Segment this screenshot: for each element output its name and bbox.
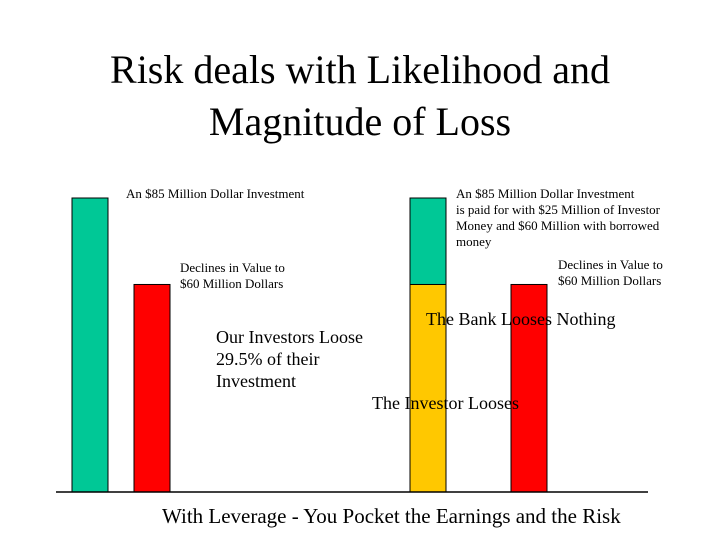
bar-1-segment-1 <box>71 197 109 493</box>
right-investment-line-1: An $85 Million Dollar Investment <box>456 186 635 201</box>
right-investment-line-3: Money and $60 Million with borrowed <box>456 218 660 233</box>
left-investment-label: An $85 Million Dollar Investment <box>126 186 305 201</box>
investor-loss-line-3: Investment <box>216 371 296 391</box>
title-line-2: Magnitude of Loss <box>208 99 512 144</box>
investor-loss-line-1: Our Investors Loose <box>216 327 363 347</box>
right-decline-label: Declines in Value to $60 Million Dollars <box>558 257 663 289</box>
right-decline-line-2: $60 Million Dollars <box>558 273 662 288</box>
title-line-1: Risk deals with Likelihood and <box>110 47 610 92</box>
right-decline-line-1: Declines in Value to <box>558 257 663 272</box>
slide-footer: With Leverage - You Pocket the Earnings … <box>162 504 621 528</box>
right-investment-line-4: money <box>456 234 492 249</box>
bar-3-segment-2 <box>409 197 447 285</box>
bar-2-segment-1 <box>133 283 171 493</box>
left-decline-line-2: $60 Million Dollars <box>180 276 284 291</box>
bar-4-segment-1 <box>510 283 548 493</box>
left-decline-line-1: Declines in Value to <box>180 260 285 275</box>
slide-title: Risk deals with Likelihood and Magnitude… <box>0 44 720 148</box>
right-investment-label: An $85 Million Dollar Investment is paid… <box>456 186 660 250</box>
investor-loss-label: Our Investors Loose 29.5% of their Inves… <box>216 326 363 392</box>
bar-3-segment-1 <box>409 283 447 493</box>
right-investment-line-2: is paid for with $25 Million of Investor <box>456 202 661 217</box>
left-decline-label: Declines in Value to $60 Million Dollars <box>180 260 285 292</box>
bank-label: The Bank Looses Nothing <box>426 309 616 329</box>
investor-label: The Investor Looses <box>372 393 519 413</box>
investor-loss-line-2: 29.5% of their <box>216 349 320 369</box>
